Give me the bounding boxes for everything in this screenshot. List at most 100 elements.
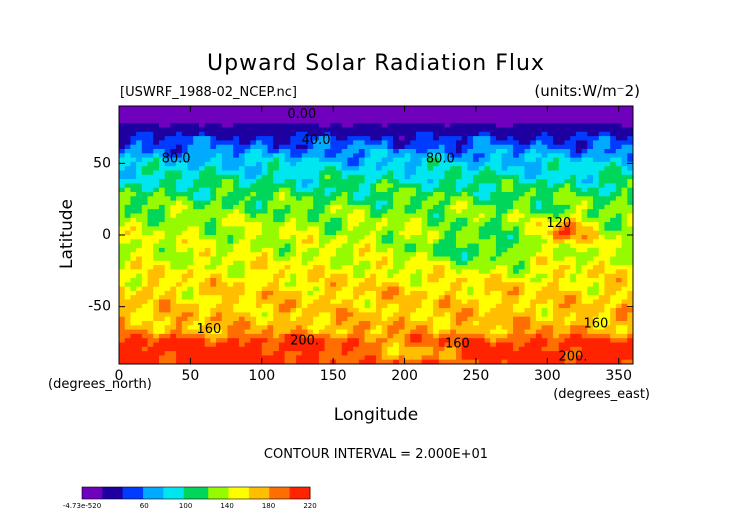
field-cell [147, 157, 154, 163]
field-cell [330, 204, 337, 210]
field-cell [370, 136, 377, 141]
field-cell [324, 192, 331, 197]
field-cell [278, 303, 286, 309]
field-cell [621, 239, 628, 245]
field-cell [473, 312, 480, 318]
field-cell [473, 252, 480, 258]
field-cell [227, 282, 234, 288]
field-cell [410, 140, 417, 146]
field-cell [415, 118, 423, 124]
field-cell [455, 114, 463, 120]
field-cell [467, 204, 474, 210]
field-cell [558, 321, 566, 326]
field-cell [393, 110, 400, 116]
field-cell [387, 338, 394, 344]
field-cell [158, 204, 166, 210]
field-cell [353, 282, 360, 288]
field-cell [370, 303, 377, 309]
field-cell [336, 213, 343, 219]
field-cell [370, 316, 377, 322]
field-cell [404, 278, 411, 283]
field-cell [198, 230, 206, 236]
field-cell [490, 308, 497, 313]
field-cell [513, 213, 520, 219]
field-cell [313, 118, 320, 124]
field-cell [484, 235, 491, 240]
field-cell [593, 230, 600, 236]
field-cell [204, 192, 211, 197]
field-cell [547, 196, 554, 202]
field-cell [427, 252, 434, 258]
field-cell [227, 183, 234, 189]
field-cell [455, 278, 463, 283]
field-cell [136, 196, 143, 202]
field-cell [221, 144, 229, 150]
field-cell [181, 149, 189, 154]
field-cell [261, 217, 269, 223]
field-cell [324, 256, 331, 262]
field-cell [421, 295, 428, 301]
field-cell [341, 123, 349, 129]
field-cell [507, 260, 514, 266]
field-cell [376, 269, 383, 275]
field-cell [553, 118, 560, 124]
field-cell [450, 209, 457, 215]
field-cell [593, 118, 600, 124]
field-cell [204, 144, 211, 150]
field-cell [370, 114, 377, 120]
field-cell [336, 333, 343, 339]
field-cell [558, 325, 566, 331]
field-cell [518, 286, 526, 292]
field-cell [290, 226, 297, 232]
field-cell [410, 282, 417, 288]
field-cell [153, 183, 160, 189]
field-cell [530, 213, 537, 219]
field-cell [444, 179, 451, 184]
field-cell [198, 342, 206, 348]
field-cell [535, 235, 543, 240]
field-cell [278, 136, 286, 141]
field-cell [558, 312, 566, 318]
field-cell [187, 187, 194, 193]
field-cell [535, 127, 543, 133]
field-cell [158, 179, 166, 184]
field-cell [290, 123, 297, 129]
chart-title: Upward Solar Radiation Flux [207, 51, 545, 76]
field-cell [495, 187, 503, 193]
field-cell [410, 192, 417, 197]
field-cell [541, 303, 548, 309]
field-cell [336, 110, 343, 116]
field-cell [370, 174, 377, 180]
field-cell [461, 136, 468, 141]
field-cell [244, 342, 251, 348]
field-cell [158, 174, 166, 180]
field-cell [615, 325, 623, 331]
field-cell [256, 282, 263, 288]
field-cell [130, 282, 137, 288]
field-cell [495, 269, 503, 275]
field-cell [524, 239, 531, 245]
field-cell [513, 174, 520, 180]
field-cell [570, 235, 577, 240]
field-cell [444, 243, 451, 249]
field-cell [513, 299, 520, 305]
field-cell [296, 217, 303, 223]
field-cell [381, 166, 389, 172]
field-cell [153, 127, 160, 133]
field-cell [387, 200, 394, 206]
field-cell [278, 106, 286, 111]
field-cell [119, 144, 126, 150]
field-cell [610, 333, 617, 339]
field-cell [501, 308, 508, 313]
field-cell [273, 247, 280, 253]
field-cell [484, 290, 491, 296]
field-cell [256, 295, 263, 301]
field-cell [518, 252, 526, 258]
field-cell [490, 161, 497, 167]
field-cell [198, 123, 206, 129]
field-cell [410, 149, 417, 154]
field-cell [267, 303, 274, 309]
field-cell [141, 286, 149, 292]
field-cell [204, 222, 211, 227]
field-cell [524, 213, 531, 219]
